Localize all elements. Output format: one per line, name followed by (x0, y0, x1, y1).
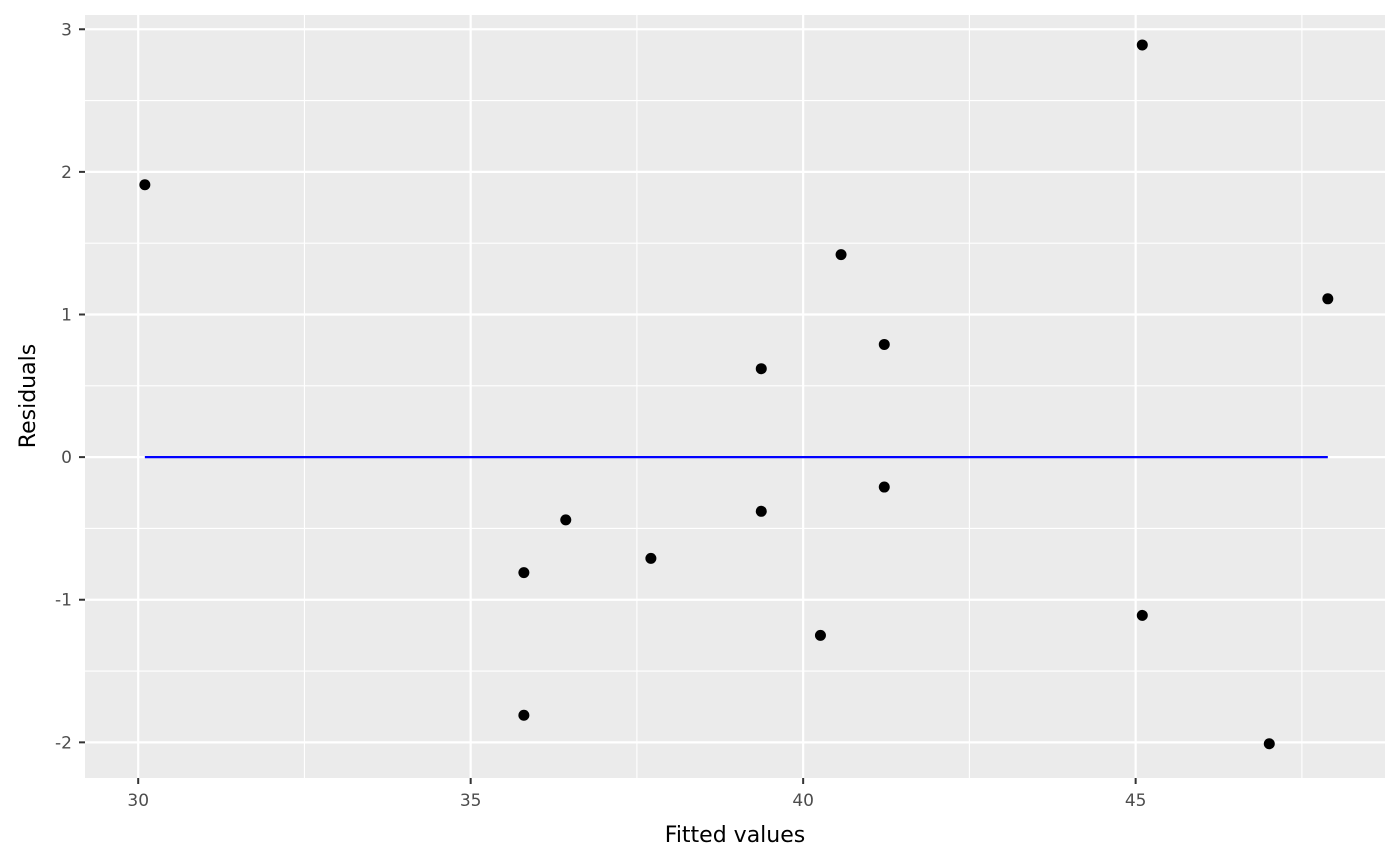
y-axis-ticks: -2 -1 0 1 2 3 (55, 20, 85, 753)
data-point (878, 481, 890, 493)
data-point (1136, 609, 1148, 621)
x-tick-label: 45 (1125, 791, 1147, 811)
data-point (878, 338, 890, 350)
data-point (755, 363, 767, 375)
data-point (1322, 293, 1334, 305)
data-point (645, 552, 657, 564)
data-point (518, 567, 530, 579)
minor-gridlines (85, 15, 1385, 778)
y-axis-title: Residuals (16, 344, 41, 448)
plot-panel (85, 15, 1385, 778)
data-point (814, 629, 826, 641)
y-tick-label: 1 (61, 305, 72, 325)
x-axis-title: Fitted values (665, 823, 805, 848)
y-tick-label: -1 (55, 591, 72, 611)
x-tick-label: 40 (792, 791, 814, 811)
data-points (139, 39, 1334, 750)
data-point (560, 514, 572, 526)
x-axis-ticks: 30 35 40 45 (127, 778, 1146, 811)
y-tick-label: 0 (61, 448, 72, 468)
data-point (1263, 738, 1275, 750)
y-tick-label: 2 (61, 163, 72, 183)
y-tick-label: 3 (61, 20, 72, 40)
major-gridlines (85, 15, 1385, 778)
y-tick-label: -2 (55, 733, 72, 753)
x-tick-label: 30 (127, 791, 149, 811)
data-point (835, 249, 847, 261)
data-point (1136, 39, 1148, 51)
data-point (139, 179, 151, 191)
x-tick-label: 35 (460, 791, 482, 811)
data-point (755, 505, 767, 517)
data-point (518, 709, 530, 721)
